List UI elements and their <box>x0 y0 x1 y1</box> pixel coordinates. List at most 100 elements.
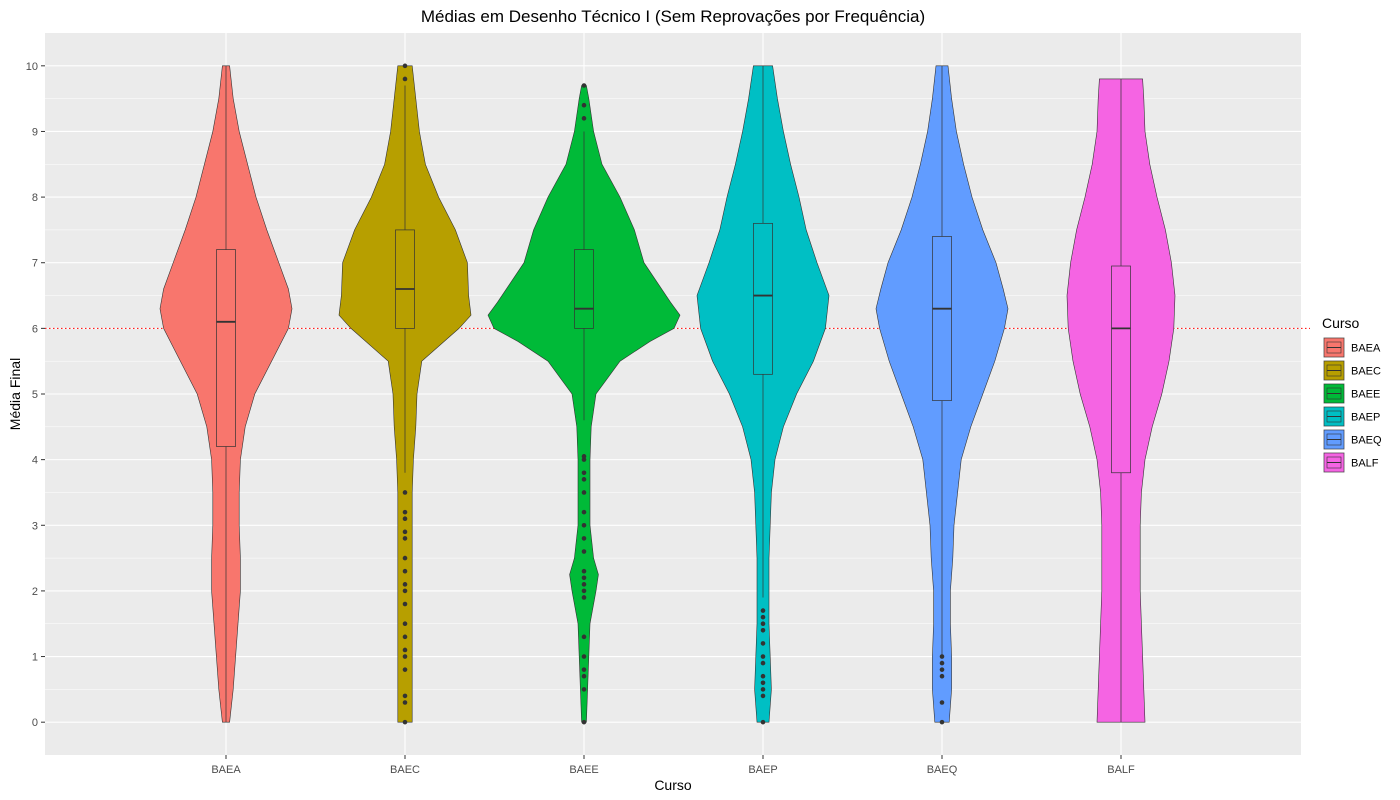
y-tick-label: 5 <box>32 389 38 401</box>
y-tick-label: 3 <box>32 520 38 532</box>
outlier-point <box>760 614 766 620</box>
outlier-point <box>581 490 587 495</box>
legend-label: BAEA <box>1351 343 1381 355</box>
outlier-point <box>760 687 766 692</box>
outlier-point <box>939 719 945 725</box>
legend-item-baeq: BAEQ <box>1323 429 1382 450</box>
legend-label: BAEP <box>1351 412 1380 424</box>
outlier-point <box>760 608 766 613</box>
x-tick-label: BAEP <box>748 764 777 776</box>
outlier-point <box>939 700 945 705</box>
outlier-point <box>581 719 587 725</box>
outlier-point <box>760 673 766 679</box>
outlier-point <box>760 641 766 646</box>
outlier-point <box>402 693 408 699</box>
outlier-point <box>760 660 766 666</box>
y-axis: 0 1 2 3 4 5 6 7 8 9 10 <box>26 61 45 729</box>
y-tick-label: 6 <box>32 323 38 335</box>
outlier-point <box>402 654 408 659</box>
outlier-point <box>402 63 408 69</box>
legend-item-baep: BAEP <box>1323 406 1380 427</box>
legend-item-balf: BALF <box>1323 452 1379 473</box>
outlier-point <box>581 509 587 515</box>
outlier-point <box>402 529 408 535</box>
y-tick-label: 0 <box>32 717 38 729</box>
violin-baeq <box>875 65 1009 725</box>
outlier-point <box>402 536 408 541</box>
outlier-point <box>402 516 408 522</box>
outlier-point <box>402 588 408 594</box>
outlier-point <box>402 621 408 627</box>
outlier-point <box>581 595 587 600</box>
y-tick-label: 7 <box>32 258 38 270</box>
legend-label: BALF <box>1351 458 1379 470</box>
y-tick-label: 4 <box>32 455 38 467</box>
y-tick-label: 10 <box>26 61 38 73</box>
outlier-point <box>939 660 945 666</box>
iqr-box <box>1111 265 1131 474</box>
violin-baep <box>696 65 830 725</box>
outlier-point <box>402 601 408 607</box>
outlier-point <box>402 490 408 495</box>
outlier-point <box>760 621 766 627</box>
outlier-point <box>581 588 587 594</box>
violins <box>159 63 1176 725</box>
outlier-point <box>402 647 408 653</box>
violin-baee <box>487 83 681 725</box>
outlier-point <box>402 76 408 82</box>
y-tick-label: 8 <box>32 192 38 204</box>
legend-item-baea: BAEA <box>1323 337 1381 358</box>
outlier-point <box>581 83 587 88</box>
outlier-point <box>760 680 766 686</box>
iqr-box <box>753 222 773 375</box>
y-axis-title: Média Final <box>7 358 23 430</box>
outlier-point <box>581 102 587 108</box>
iqr-box <box>932 236 952 401</box>
x-tick-label: BALF <box>1107 764 1135 776</box>
outlier-point <box>581 522 587 528</box>
outlier-point <box>402 568 408 574</box>
legend-item-baec: BAEC <box>1323 360 1381 381</box>
outlier-point <box>760 627 766 633</box>
outlier-point <box>581 582 587 587</box>
violin-baec <box>338 63 472 725</box>
outlier-point <box>581 549 587 554</box>
outlier-point <box>760 654 766 659</box>
outlier-point <box>760 693 766 699</box>
legend-label: BAEQ <box>1351 435 1382 447</box>
x-tick-label: BAEA <box>211 764 241 776</box>
outlier-point <box>581 667 587 672</box>
outlier-point <box>581 116 587 121</box>
outlier-point <box>402 719 408 725</box>
outlier-point <box>402 667 408 672</box>
y-tick-label: 2 <box>32 586 38 598</box>
outlier-point <box>581 454 587 459</box>
outlier-point <box>939 667 945 672</box>
legend-label: BAEE <box>1351 389 1380 401</box>
outlier-point <box>581 654 587 659</box>
outlier-point <box>760 719 766 725</box>
outlier-point <box>402 509 408 515</box>
outlier-point <box>581 634 587 640</box>
y-tick-label: 9 <box>32 126 38 138</box>
outlier-point <box>581 568 587 574</box>
x-tick-label: BAEQ <box>927 764 958 776</box>
x-tick-label: BAEE <box>569 764 598 776</box>
chart-title: Médias em Desenho Técnico I (Sem Reprova… <box>421 7 925 26</box>
violin-balf <box>1066 78 1176 723</box>
x-axis: BAEA BAEC BAEE BAEP BAEQ BALF <box>211 755 1135 776</box>
outlier-point <box>402 700 408 705</box>
outlier-point <box>581 477 587 482</box>
outlier-point <box>581 687 587 692</box>
iqr-box <box>216 249 236 447</box>
x-axis-title: Curso <box>654 777 692 793</box>
outlier-point <box>402 582 408 587</box>
legend-item-baee: BAEE <box>1323 383 1380 404</box>
legend-label: BAEC <box>1351 366 1381 378</box>
outlier-point <box>581 470 587 476</box>
outlier-point <box>939 654 945 659</box>
outlier-point <box>402 634 408 640</box>
outlier-point <box>581 536 587 541</box>
legend-title: Curso <box>1322 315 1360 331</box>
